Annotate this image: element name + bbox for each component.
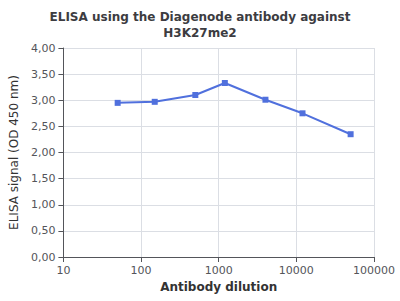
svg-text:ELISA signal (OD 450 nm): ELISA signal (OD 450 nm) [7,75,21,230]
svg-text:Antibody dilution: Antibody dilution [160,280,277,294]
svg-text:2,50: 2,50 [31,120,56,133]
svg-text:3,50: 3,50 [31,68,56,81]
svg-text:1000: 1000 [205,264,233,277]
svg-text:ELISA using the Diagenode anti: ELISA using the Diagenode antibody again… [50,10,351,24]
svg-text:1,00: 1,00 [31,198,56,211]
svg-text:100000: 100000 [353,264,395,277]
svg-text:10: 10 [56,264,70,277]
svg-text:10000: 10000 [279,264,314,277]
svg-text:100: 100 [131,264,152,277]
svg-text:2,00: 2,00 [31,146,56,159]
svg-text:H3K27me2: H3K27me2 [163,26,236,40]
svg-text:0,50: 0,50 [31,224,56,237]
svg-text:3,00: 3,00 [31,94,56,107]
svg-text:1,50: 1,50 [31,172,56,185]
svg-text:4,00: 4,00 [31,42,56,55]
svg-text:0,00: 0,00 [31,251,56,264]
